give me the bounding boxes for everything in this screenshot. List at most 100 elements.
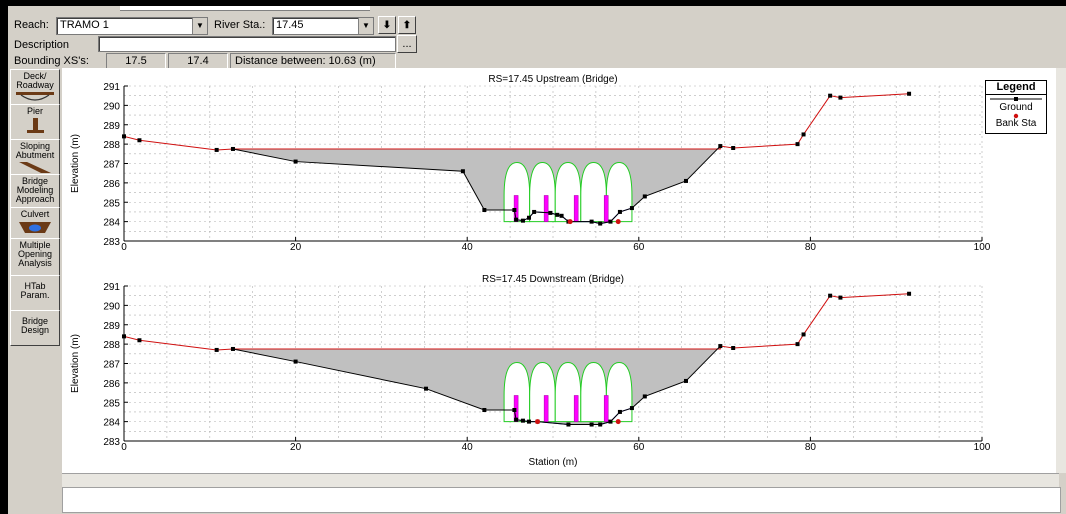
arch-opening (605, 362, 633, 423)
deck-roadway-label: Deck/ Roadway (16, 71, 54, 90)
ground-point (617, 209, 622, 214)
chevron-down-icon[interactable]: ▼ (192, 18, 207, 34)
ground-point (907, 291, 912, 296)
y-tick-label: 283 (103, 437, 120, 448)
multiple-opening-analysis-button[interactable]: Multiple Opening Analysis (10, 238, 60, 276)
bank-station-point (615, 219, 621, 225)
sloping-abutment-label: Sloping Abutment (15, 141, 55, 160)
x-tick-label: 100 (974, 442, 991, 453)
y-axis-label: Elevation (m) (70, 334, 81, 393)
ground-point (122, 134, 126, 139)
reach-label: Reach: (14, 19, 49, 31)
deck-roadway-icon (16, 92, 54, 101)
y-tick-label: 288 (103, 140, 120, 151)
deck-line (123, 93, 910, 151)
pier-mark (543, 395, 549, 422)
river-sta-select[interactable]: 17.45 ▼ (272, 17, 374, 35)
pier-mark (573, 195, 579, 222)
description-field[interactable] (98, 36, 396, 52)
ground-point (520, 418, 525, 423)
ground-point (608, 219, 613, 224)
ground-point (838, 95, 843, 100)
chart-title: RS=17.45 Upstream (Bridge) (488, 74, 617, 85)
window-frame-left (0, 0, 8, 514)
y-tick-label: 288 (103, 340, 120, 351)
x-tick-label: 80 (805, 242, 817, 253)
ground-point (555, 212, 560, 217)
window-frame-top (0, 0, 1066, 6)
deck-roadway-button[interactable]: Deck/ Roadway (10, 69, 60, 105)
bounding-upstream-xs: 17.5 (106, 53, 166, 69)
ground-point (589, 422, 594, 427)
ground-point (514, 217, 519, 222)
next-station-up-button[interactable]: ⬆ (398, 16, 416, 34)
ground-point (598, 422, 603, 427)
pier-button[interactable]: Pier (10, 104, 60, 140)
chart-title: RS=17.45 Downstream (Bridge) (482, 274, 624, 285)
ground-point (482, 208, 487, 212)
ground-point (512, 408, 517, 412)
pier-mark (603, 195, 609, 222)
horizontal-scrollbar[interactable] (62, 473, 1059, 487)
river-sta-label: River Sta.: (214, 19, 266, 31)
pier-icon (27, 118, 44, 133)
y-tick-label: 286 (103, 379, 120, 390)
culvert-button[interactable]: Culvert (10, 207, 60, 239)
x-tick-label: 0 (121, 242, 127, 253)
legend-title: Legend (986, 81, 1046, 95)
ground-point (514, 417, 519, 422)
ground-point (642, 394, 647, 399)
ground-point (598, 221, 603, 226)
bridge-modeling-approach-label: Bridge Modeling Approach (15, 176, 55, 204)
x-tick-label: 40 (462, 242, 474, 253)
sloping-abutment-button[interactable]: Sloping Abutment (10, 139, 60, 175)
ground-point (526, 215, 531, 220)
y-tick-label: 287 (103, 360, 120, 371)
ground-point (629, 406, 634, 411)
ground-point (731, 346, 736, 350)
bridge-design-label: Bridge Design (20, 316, 49, 335)
top-strip (120, 6, 370, 11)
y-tick-label: 284 (103, 418, 120, 429)
culvert-label: Culvert (20, 209, 50, 219)
x-tick-label: 60 (633, 442, 645, 453)
bridge-design-button[interactable]: Bridge Design (10, 310, 60, 346)
ground-point (718, 344, 723, 349)
arrow-down-icon: ⬇ (382, 20, 392, 31)
ground-point (293, 359, 298, 364)
cross-section-plots: 0 20 40 60 80 100 283 284 285 286 287 288 289 290 291 R… (70, 74, 991, 468)
y-tick-label: 286 (103, 179, 120, 190)
reach-select[interactable]: TRAMO 1 ▼ (56, 17, 208, 35)
bridge-fill (232, 346, 721, 425)
y-tick-label: 289 (103, 321, 120, 332)
ground-point (795, 342, 800, 347)
description-ellipsis-button[interactable]: ... (397, 35, 417, 53)
arch-opening (605, 162, 633, 223)
status-bar (62, 487, 1061, 513)
vertical-scrollbar[interactable] (1056, 68, 1066, 473)
ground-point (683, 378, 688, 383)
pier-mark (543, 195, 549, 222)
ground-point (512, 208, 517, 212)
ground-point (137, 338, 142, 343)
bridge-modeling-approach-button[interactable]: Bridge Modeling Approach (10, 174, 60, 208)
ground-point (608, 419, 613, 424)
htab-param-label: HTab Param. (20, 281, 50, 300)
ground-legend-symbol (990, 97, 1042, 101)
ground-point (828, 93, 833, 98)
next-station-down-button[interactable]: ⬇ (378, 16, 396, 34)
description-label: Description (14, 39, 70, 51)
y-tick-label: 289 (103, 121, 120, 132)
plot-area: 0 20 40 60 80 100 283 284 285 286 287 288 289 290 291 R… (62, 68, 1059, 473)
x-tick-label: 40 (462, 442, 474, 453)
ground-point (137, 138, 142, 143)
bank-sta-legend-symbol (1013, 113, 1019, 119)
ground-point (795, 142, 800, 147)
chevron-down-icon[interactable]: ▼ (358, 18, 373, 34)
htab-param-button[interactable]: HTab Param. (10, 275, 60, 311)
y-tick-label: 285 (103, 398, 120, 409)
x-tick-label: 20 (290, 242, 302, 253)
y-tick-label: 290 (103, 101, 120, 112)
arch-opening (580, 162, 607, 223)
arch-opening (580, 362, 607, 423)
